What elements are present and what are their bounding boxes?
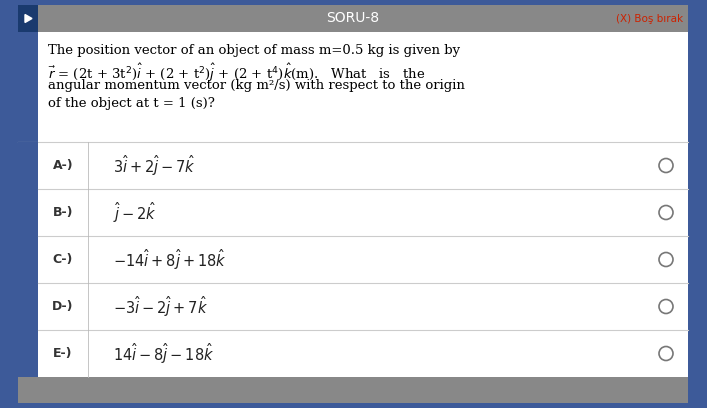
FancyBboxPatch shape — [18, 236, 688, 283]
FancyBboxPatch shape — [18, 330, 38, 377]
FancyBboxPatch shape — [18, 189, 38, 236]
Text: $-3\hat{i} - 2\hat{j} + 7\hat{k}$: $-3\hat{i} - 2\hat{j} + 7\hat{k}$ — [113, 294, 208, 319]
FancyBboxPatch shape — [18, 189, 688, 236]
Text: angular momentum vector (kg m²/s) with respect to the origin: angular momentum vector (kg m²/s) with r… — [48, 79, 465, 92]
Text: SORU-8: SORU-8 — [327, 11, 380, 25]
FancyBboxPatch shape — [18, 330, 688, 377]
FancyBboxPatch shape — [18, 142, 38, 189]
FancyBboxPatch shape — [18, 32, 688, 142]
Text: $\hat{j} - 2\hat{k}$: $\hat{j} - 2\hat{k}$ — [113, 200, 157, 225]
FancyBboxPatch shape — [18, 5, 688, 32]
FancyBboxPatch shape — [18, 5, 688, 403]
FancyBboxPatch shape — [18, 5, 38, 32]
FancyBboxPatch shape — [18, 377, 688, 403]
Text: A-): A-) — [53, 159, 74, 172]
FancyBboxPatch shape — [18, 283, 688, 330]
Polygon shape — [25, 15, 32, 22]
Text: B-): B-) — [53, 206, 74, 219]
Text: C-): C-) — [53, 253, 74, 266]
Text: of the object at t = 1 (s)?: of the object at t = 1 (s)? — [48, 97, 215, 109]
FancyBboxPatch shape — [18, 283, 38, 330]
Text: (X) Boş bırak: (X) Boş bırak — [616, 13, 683, 24]
Text: $3\hat{i} + 2\hat{j} - 7\hat{k}$: $3\hat{i} + 2\hat{j} - 7\hat{k}$ — [113, 153, 196, 178]
Text: E-): E-) — [53, 347, 73, 360]
Text: $-14\hat{i} + 8\hat{j} + 18\hat{k}$: $-14\hat{i} + 8\hat{j} + 18\hat{k}$ — [113, 247, 227, 272]
Text: $14\hat{i} - 8\hat{j} - 18\hat{k}$: $14\hat{i} - 8\hat{j} - 18\hat{k}$ — [113, 341, 214, 366]
Text: The position vector of an object of mass m=0.5 kg is given by: The position vector of an object of mass… — [48, 44, 460, 57]
Text: $\vec{r}$ = (2t + 3t$^2$)$\hat{i}$ + (2 + t$^2$)$\hat{j}$ + (2 + t$^4$)$\hat{k}$: $\vec{r}$ = (2t + 3t$^2$)$\hat{i}$ + (2 … — [48, 62, 425, 84]
FancyBboxPatch shape — [18, 236, 38, 283]
FancyBboxPatch shape — [18, 32, 38, 142]
FancyBboxPatch shape — [18, 142, 688, 189]
Text: D-): D-) — [52, 300, 74, 313]
